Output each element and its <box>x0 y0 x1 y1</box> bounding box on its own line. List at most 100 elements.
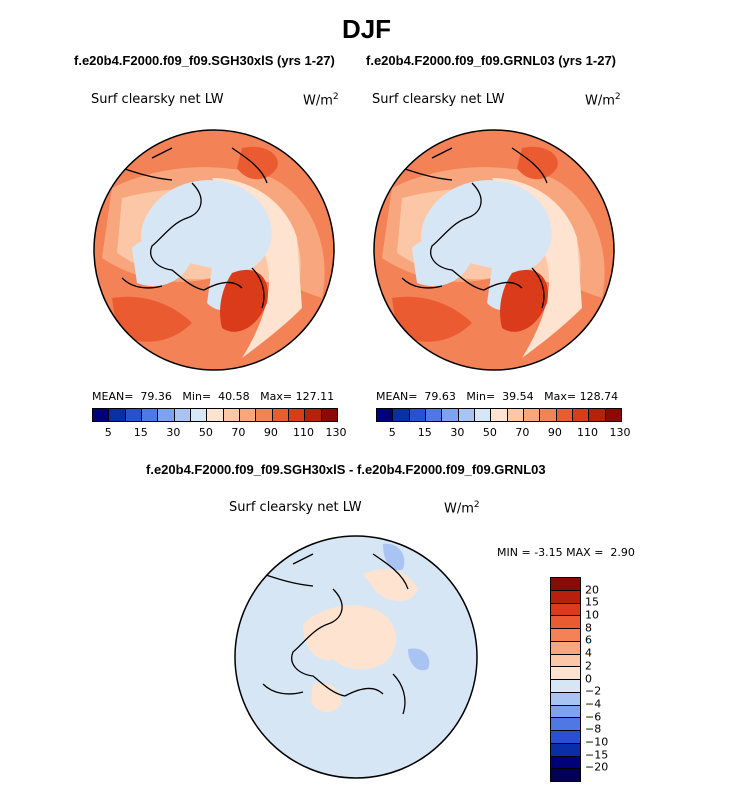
colorbar-swatch <box>109 409 126 421</box>
colorbar-swatch <box>207 409 224 421</box>
colorbar-tick-label: 4 <box>585 646 592 660</box>
colorbar-swatch <box>458 409 475 421</box>
colorbar-tick-label: 50 <box>198 426 213 439</box>
colorbar-tick-label: 110 <box>292 426 314 439</box>
colorbar-swatch <box>551 667 580 680</box>
colorbar-tick-label: −2 <box>585 684 602 698</box>
colorbar-tick-label: −15 <box>585 748 609 762</box>
colorbar-swatch <box>551 692 580 706</box>
panel2-colorbar <box>376 408 622 422</box>
panel1-units: W/m2 <box>303 92 339 109</box>
colorbar-swatch <box>141 409 159 421</box>
panel2-units: W/m2 <box>585 92 621 109</box>
colorbar-tick-label: 90 <box>263 426 278 439</box>
colorbar-tick-label: 90 <box>547 426 562 439</box>
colorbar-swatch <box>272 409 289 421</box>
colorbar-swatch <box>93 409 110 421</box>
colorbar-tick-label: 0 <box>585 672 592 685</box>
colorbar-tick-label: 110 <box>576 426 598 439</box>
panel2-polar-map <box>373 129 615 371</box>
colorbar-tick-label: −10 <box>585 735 609 749</box>
colorbar-swatch <box>572 409 590 421</box>
panel2-field-peak <box>517 146 558 180</box>
panel1-colorbar-ticks: 5 15 30 50 70 90 110 130 <box>92 426 347 440</box>
colorbar-swatch <box>605 409 621 421</box>
colorbar-swatch <box>377 409 394 421</box>
colorbar-tick-label: 8 <box>585 621 592 635</box>
colorbar-swatch <box>551 603 580 617</box>
panel1-field-peak <box>220 269 268 332</box>
colorbar-tick-label: 15 <box>585 595 599 609</box>
colorbar-swatch <box>551 769 580 781</box>
diff-units: W/m2 <box>444 500 480 517</box>
panel2-stats: MEAN= 79.63 Min= 39.54 Max= 128.74 <box>376 390 619 403</box>
colorbar-swatch <box>491 409 508 421</box>
colorbar-swatch <box>158 409 175 421</box>
colorbar-swatch <box>256 409 273 421</box>
colorbar-tick-label: −4 <box>585 697 602 711</box>
panel2-map-border <box>373 129 615 371</box>
colorbar-tick-label: 6 <box>585 633 592 647</box>
colorbar-swatch <box>551 578 580 591</box>
colorbar-tick-label: 50 <box>482 426 497 439</box>
colorbar-swatch <box>540 409 557 421</box>
diff-coastlines <box>262 553 409 715</box>
colorbar-swatch <box>442 409 459 421</box>
colorbar-swatch <box>551 743 580 757</box>
colorbar-swatch <box>288 409 306 421</box>
diff-colorbar-ticks: 20 15 10 8 6 4 2 0 −2 −4 −6 −8 −10 −15 −20 <box>585 577 625 780</box>
colorbar-swatch <box>551 641 580 655</box>
panel1-colorbar <box>92 408 338 422</box>
panel1-field-peak <box>112 296 192 342</box>
colorbar-tick-label: 130 <box>325 426 347 439</box>
season-title: DJF <box>341 14 392 44</box>
colorbar-tick-label: 130 <box>609 426 631 439</box>
colorbar-swatch <box>589 409 606 421</box>
colorbar-swatch <box>409 409 426 421</box>
diff-field-positive <box>311 682 342 713</box>
colorbar-tick-label: −8 <box>585 722 602 736</box>
colorbar-swatch <box>551 756 580 770</box>
colorbar-tick-label: 30 <box>166 426 181 439</box>
colorbar-swatch <box>239 409 257 421</box>
panel1-coastlines <box>121 147 268 309</box>
colorbar-tick-label: 20 <box>585 583 599 597</box>
panel1-polar-map <box>93 129 335 371</box>
colorbar-swatch <box>551 590 580 604</box>
diff-field-negative <box>383 543 405 571</box>
colorbar-swatch <box>507 409 524 421</box>
diff-polar-map <box>234 535 478 779</box>
colorbar-swatch <box>190 409 208 421</box>
diff-map-border <box>234 535 478 779</box>
diff-title: f.e20b4.F2000.f09_f09.SGH30xlS - f.e20b4… <box>146 462 546 477</box>
panel2-coastlines <box>401 147 548 309</box>
colorbar-swatch <box>551 731 580 744</box>
colorbar-swatch <box>551 705 580 719</box>
diff-variable-label: Surf clearsky net LW <box>229 500 362 515</box>
colorbar-tick-label: 5 <box>388 426 396 439</box>
diff-field-positive <box>303 605 397 670</box>
panel2-case-title: f.e20b4.F2000.f09_f09.GRNL03 (yrs 1-27) <box>366 53 617 68</box>
colorbar-swatch <box>174 409 191 421</box>
panel2-colorbar-ticks: 5 15 30 50 70 90 110 130 <box>376 426 631 440</box>
panel2-field-peak <box>392 296 472 342</box>
panel1-case-title: f.e20b4.F2000.f09_f09.SGH30xlS (yrs 1-27… <box>74 53 335 68</box>
panel1-map-border <box>93 129 335 371</box>
colorbar-swatch <box>223 409 240 421</box>
colorbar-tick-label: −6 <box>585 710 602 724</box>
colorbar-tick-label: 70 <box>231 426 246 439</box>
diff-field-positive <box>363 569 418 601</box>
colorbar-swatch <box>551 680 580 693</box>
panel2-variable-label: Surf clearsky net LW <box>372 92 505 107</box>
colorbar-swatch <box>551 629 580 642</box>
colorbar-tick-label: −20 <box>585 760 609 774</box>
colorbar-swatch <box>125 409 142 421</box>
colorbar-tick-label: 70 <box>515 426 530 439</box>
colorbar-swatch <box>551 654 580 668</box>
panel2-field-band <box>492 178 582 358</box>
panel2-field-peak <box>500 269 548 332</box>
colorbar-swatch <box>474 409 492 421</box>
panel1-field-band <box>212 178 302 358</box>
panel1-stats: MEAN= 79.36 Min= 40.58 Max= 127.11 <box>92 390 335 403</box>
diff-stats: MIN = -3.15 MAX = 2.90 <box>497 546 635 559</box>
